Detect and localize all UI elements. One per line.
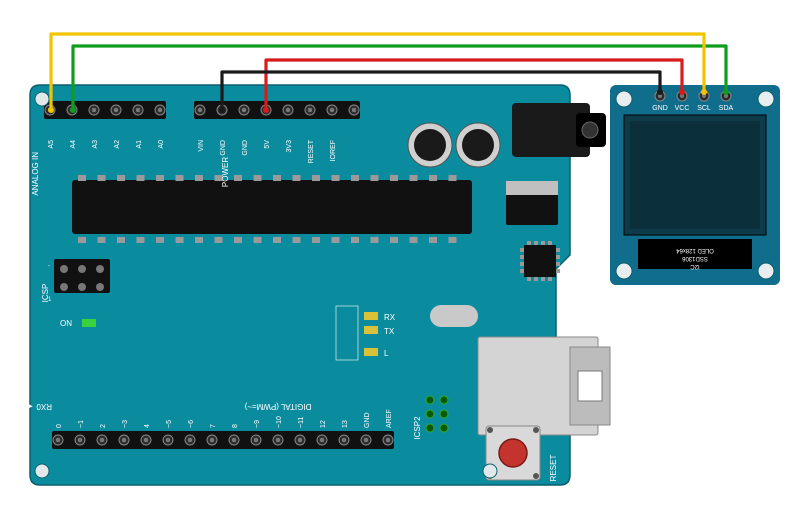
svg-text:RX: RX [384, 313, 396, 322]
svg-text:~9: ~9 [254, 420, 261, 428]
svg-text:POWER: POWER [221, 157, 230, 187]
svg-text:SSD1306: SSD1306 [681, 255, 707, 261]
svg-text:A5: A5 [48, 140, 55, 149]
svg-text:0: 0 [56, 424, 63, 428]
svg-text:~1: ~1 [78, 420, 85, 428]
svg-text:13: 13 [342, 420, 349, 428]
svg-text:RX0 ◄: RX0 ◄ [26, 402, 52, 411]
svg-text:~3: ~3 [122, 420, 129, 428]
svg-text:A0: A0 [158, 140, 165, 149]
svg-text:~6: ~6 [188, 420, 195, 428]
svg-text:VIN: VIN [198, 140, 205, 152]
svg-text:GND: GND [220, 140, 227, 156]
svg-text:~10: ~10 [276, 416, 283, 428]
svg-text:OLED 128x64: OLED 128x64 [675, 247, 713, 253]
svg-text:DIGITAL (PWM=~): DIGITAL (PWM=~) [244, 402, 311, 411]
svg-text:A2: A2 [114, 140, 121, 149]
svg-text:ICSP2: ICSP2 [413, 416, 422, 440]
svg-text:VCC: VCC [675, 105, 690, 112]
svg-text:SDA: SDA [719, 105, 734, 112]
oled-module: OLED 128x64 SSD1306 I2C GND VCC SCL SDA [610, 85, 780, 285]
svg-text:4: 4 [144, 424, 151, 428]
svg-text:TX: TX [384, 327, 395, 336]
svg-text:GND: GND [652, 105, 668, 112]
svg-text:A3: A3 [92, 140, 99, 149]
svg-text:ON: ON [60, 319, 72, 328]
svg-text:RESET: RESET [549, 455, 558, 482]
svg-text:GND: GND [242, 140, 249, 156]
svg-text:12: 12 [320, 420, 327, 428]
svg-text:A4: A4 [70, 140, 77, 149]
svg-text:3V3: 3V3 [286, 140, 293, 153]
svg-text:~11: ~11 [298, 417, 305, 428]
svg-text:~5: ~5 [166, 420, 173, 428]
svg-text:SCL: SCL [697, 105, 711, 112]
svg-text:AREF: AREF [386, 409, 393, 428]
svg-text:2: 2 [100, 424, 107, 428]
svg-text:7: 7 [210, 424, 217, 428]
svg-text:-: - [48, 263, 50, 269]
svg-text:IOREF: IOREF [330, 140, 337, 161]
svg-text:ICSP: ICSP [41, 284, 50, 303]
svg-text:GND: GND [364, 412, 371, 428]
svg-text:L: L [384, 349, 389, 358]
svg-text:A1: A1 [136, 140, 143, 149]
svg-text:5V: 5V [264, 140, 271, 149]
svg-text:I2C: I2C [690, 263, 700, 269]
svg-text:ANALOG IN: ANALOG IN [31, 152, 40, 196]
svg-text:8: 8 [232, 424, 239, 428]
svg-text:RESET: RESET [308, 139, 315, 163]
